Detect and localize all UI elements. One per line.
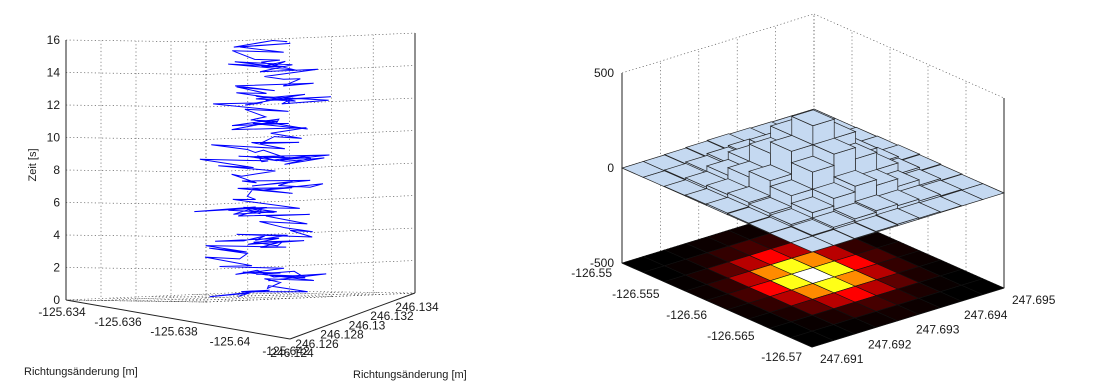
x-tick-label: -126.55: [571, 266, 612, 280]
z-gridline: [205, 97, 416, 108]
z-gridline: [205, 227, 416, 238]
left-tick-labels: 0 2 4 6 8 10 12 14 16 -125.634 -125.636 -125.638 -12…: [38, 33, 439, 360]
z-gridline: [205, 162, 416, 173]
z-tick-label: 16: [47, 33, 61, 47]
bar-top: [853, 215, 899, 232]
z-tick-label: -500: [590, 256, 614, 270]
bar-top: [875, 207, 920, 225]
z-tick-label: 4: [53, 228, 60, 242]
y-tick-label: 246.124: [270, 346, 314, 360]
left-axes-box: [65, 33, 416, 340]
z-gridline: [205, 32, 416, 43]
x-tick-label: -126.565: [707, 329, 755, 343]
bar-top: [832, 202, 878, 220]
bar-top: [854, 194, 899, 212]
heatmap-plane: [621, 203, 1005, 348]
z-tick-label: 14: [47, 66, 61, 80]
z-gridline: [813, 13, 1005, 99]
y-axis-label: Richtungsänderung [m]: [353, 369, 467, 381]
z-axis-label: Zeit [s]: [27, 148, 39, 181]
x-tick-label: -125.642: [262, 344, 310, 358]
bar-top: [811, 211, 856, 228]
z-tick-label: 10: [47, 131, 61, 145]
z-tick-label: 2: [53, 261, 60, 275]
z-gridline: [621, 13, 815, 74]
y-tick-label: 246.126: [295, 337, 339, 351]
floor-back-edge: [205, 292, 416, 303]
y-tick-label: 246.13: [349, 318, 386, 332]
z-gridline: [205, 130, 416, 140]
x-tick-label: -125.638: [150, 325, 198, 339]
x-tick-label: -125.64: [210, 334, 251, 348]
bar-top: [790, 155, 835, 173]
y-tick-label: 247.691: [820, 352, 864, 366]
floor-gridline: [170, 292, 381, 302]
z-tick-label: 0: [53, 293, 60, 307]
z-tick-label: 8: [53, 163, 60, 177]
y-axis-line: [289, 292, 416, 340]
bar-top: [811, 182, 857, 199]
z-tick-label: 6: [53, 196, 60, 210]
x-tick-label: -125.636: [94, 315, 142, 329]
trajectory-path: [194, 39, 331, 298]
floor-gridline: [135, 291, 346, 302]
left-grid: [65, 32, 416, 303]
trajectory-line: [194, 39, 331, 298]
floor-gridline: [100, 291, 311, 301]
bar-top: [790, 196, 835, 213]
z-tick-label: 500: [594, 66, 614, 80]
x-tick-label: -125.634: [38, 305, 86, 319]
z-gridline: [205, 195, 416, 205]
right-tick-labels: 500 0 -500-126.55-126.555 -126.56-126.565 -1…: [571, 66, 1055, 366]
z-tick-label: 0: [607, 161, 614, 175]
bar-top: [789, 235, 835, 253]
heatmap-cell: [960, 278, 1005, 295]
x-tick-label: -126.56: [666, 308, 707, 322]
x-axis-label: Richtungsänderung [m]: [24, 366, 138, 378]
y-tick-label: 247.695: [1012, 293, 1056, 307]
z-tick-label: 12: [47, 98, 61, 112]
bar: [789, 235, 835, 253]
y-tick-label: 246.132: [370, 309, 414, 323]
y-tick-label: 247.693: [916, 323, 960, 337]
bar-top: [833, 169, 878, 187]
x-tick-label: -126.57: [761, 350, 802, 364]
x-axis-line: [65, 299, 291, 340]
bar-top: [811, 137, 857, 155]
y-tick-label: 247.694: [964, 308, 1008, 322]
x-tick-label: -126.555: [612, 287, 660, 301]
z-gridline: [205, 260, 416, 270]
y-tick-label: 246.128: [320, 328, 364, 342]
y-tick-label: 247.692: [868, 337, 912, 351]
y-tick-label: 246.134: [395, 300, 439, 314]
bar-top: [790, 109, 836, 127]
floor-gridline: [65, 290, 276, 301]
bar-surface: [621, 108, 1005, 253]
